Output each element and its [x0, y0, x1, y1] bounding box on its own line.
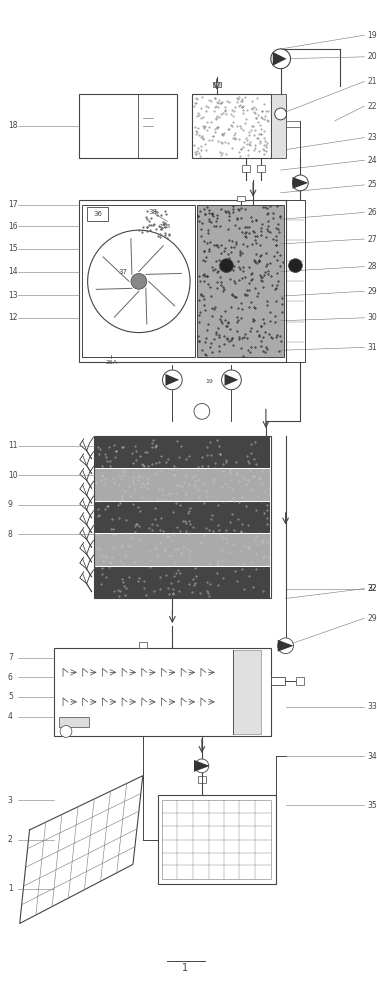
- Text: 24: 24: [367, 156, 377, 165]
- Bar: [87, 207, 108, 221]
- Text: 9: 9: [8, 500, 13, 509]
- Bar: [54, 648, 271, 736]
- Text: 35: 35: [367, 801, 377, 810]
- Circle shape: [220, 259, 233, 273]
- Circle shape: [60, 726, 72, 737]
- Text: 25: 25: [367, 180, 377, 189]
- Text: 31: 31: [367, 343, 377, 352]
- Circle shape: [195, 759, 209, 773]
- Bar: [286, 121, 300, 127]
- Text: 11: 11: [8, 441, 17, 450]
- Text: 26: 26: [367, 208, 377, 217]
- Text: 22: 22: [367, 584, 377, 593]
- Text: 16: 16: [8, 222, 17, 231]
- Bar: [82, 205, 195, 357]
- Text: 19: 19: [367, 31, 377, 40]
- Text: 2: 2: [8, 835, 12, 844]
- Text: 34: 34: [367, 752, 377, 761]
- Text: 27: 27: [367, 235, 377, 244]
- Bar: [59, 717, 89, 727]
- Bar: [95, 469, 270, 501]
- Circle shape: [293, 175, 308, 191]
- Text: 23: 23: [367, 133, 377, 142]
- Circle shape: [271, 49, 291, 69]
- Text: 38: 38: [148, 209, 157, 215]
- Polygon shape: [194, 760, 210, 772]
- Bar: [286, 200, 305, 362]
- Text: 28: 28: [367, 262, 377, 271]
- Text: 32: 32: [367, 584, 377, 593]
- Bar: [79, 200, 286, 362]
- Text: 12: 12: [8, 313, 17, 322]
- Circle shape: [278, 638, 293, 654]
- Bar: [95, 502, 270, 533]
- Bar: [93, 436, 271, 598]
- Bar: [271, 677, 285, 685]
- Polygon shape: [278, 640, 293, 652]
- Circle shape: [288, 259, 302, 273]
- Bar: [198, 776, 206, 783]
- Text: 36: 36: [93, 211, 102, 217]
- Text: 29: 29: [367, 614, 377, 623]
- Text: 37: 37: [119, 269, 127, 275]
- Bar: [213, 82, 221, 87]
- Text: 4: 4: [8, 712, 13, 721]
- Text: 30: 30: [367, 313, 377, 322]
- Text: 10: 10: [8, 471, 17, 480]
- Text: 3: 3: [8, 796, 13, 805]
- Bar: [233, 650, 261, 734]
- Text: 6: 6: [8, 673, 13, 682]
- Text: 7: 7: [8, 653, 13, 662]
- Text: 19: 19: [206, 379, 214, 384]
- Bar: [162, 800, 271, 879]
- Circle shape: [222, 370, 241, 390]
- Text: 17: 17: [8, 200, 17, 209]
- Text: 22: 22: [367, 102, 377, 111]
- Text: 14: 14: [8, 267, 17, 276]
- Text: 15: 15: [8, 244, 17, 253]
- Bar: [296, 677, 304, 685]
- Text: 5: 5: [8, 692, 13, 701]
- Bar: [257, 165, 265, 172]
- Bar: [197, 205, 284, 357]
- Polygon shape: [273, 52, 287, 66]
- Circle shape: [275, 108, 287, 120]
- Polygon shape: [225, 374, 238, 386]
- Polygon shape: [166, 374, 179, 386]
- Bar: [271, 94, 286, 158]
- Bar: [79, 94, 177, 158]
- Polygon shape: [293, 177, 308, 189]
- Bar: [139, 642, 147, 648]
- Bar: [95, 534, 270, 566]
- Bar: [95, 437, 270, 468]
- Text: 13: 13: [8, 291, 17, 300]
- Text: 33: 33: [367, 702, 377, 711]
- Circle shape: [131, 273, 147, 289]
- Bar: [238, 196, 245, 201]
- Bar: [192, 94, 271, 158]
- Text: 8: 8: [8, 530, 12, 539]
- Text: 21: 21: [367, 77, 377, 86]
- Bar: [197, 205, 284, 357]
- Text: 25B: 25B: [158, 224, 170, 229]
- Bar: [242, 165, 250, 172]
- Circle shape: [194, 403, 210, 419]
- Text: 18: 18: [8, 121, 17, 130]
- Text: 1: 1: [8, 884, 12, 893]
- Text: 1: 1: [182, 963, 188, 973]
- Circle shape: [162, 370, 182, 390]
- Text: 20: 20: [367, 52, 377, 61]
- Text: 29: 29: [367, 287, 377, 296]
- Bar: [158, 795, 276, 884]
- Text: 25A: 25A: [105, 360, 117, 365]
- Bar: [95, 567, 270, 598]
